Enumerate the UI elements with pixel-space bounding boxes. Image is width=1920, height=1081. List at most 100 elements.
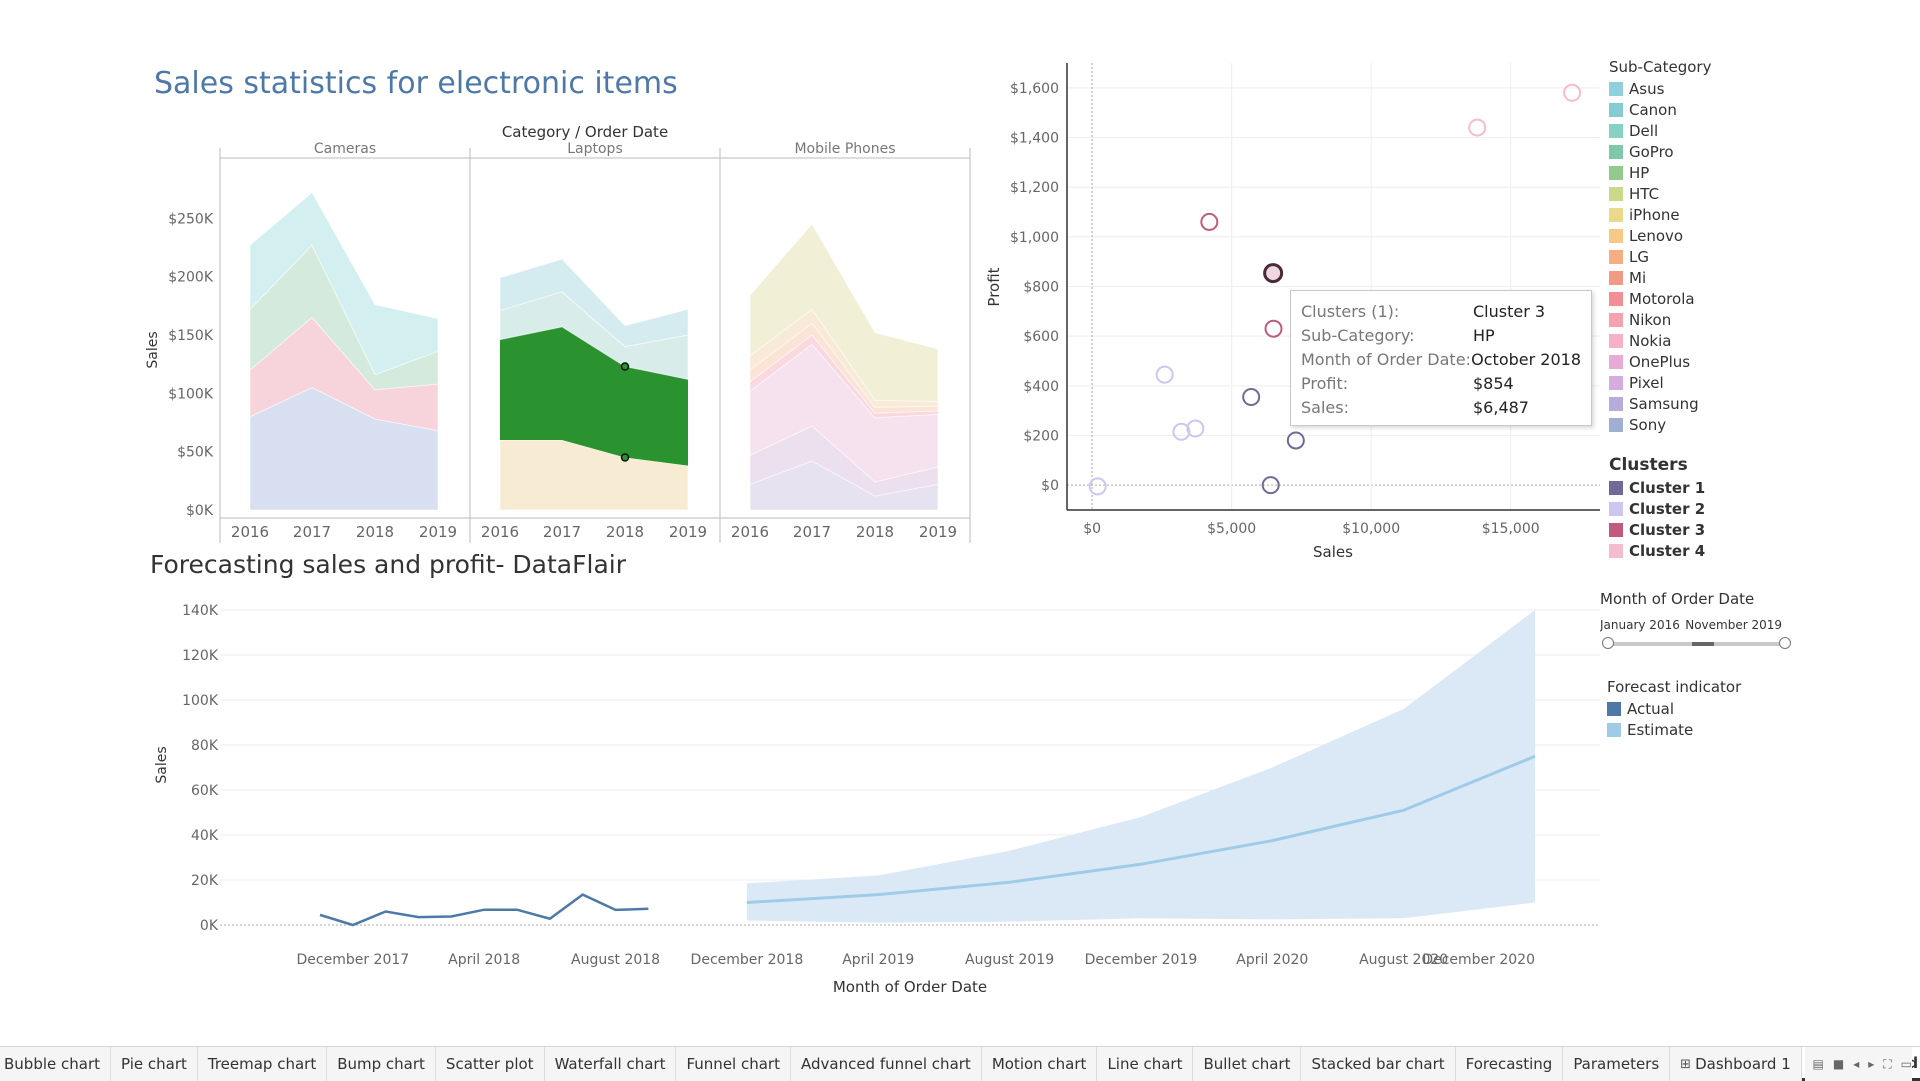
area-band-1-0 [499,439,689,511]
legend-item-cluster-2[interactable]: Cluster 2 [1609,498,1705,519]
tab-bullet-chart[interactable]: Bullet chart [1193,1047,1302,1081]
month-filter[interactable]: Month of Order Date January 2016 Novembe… [1600,590,1800,649]
legend-label: Estimate [1627,720,1694,739]
scatter-point[interactable] [1088,477,1107,496]
month-filter-title: Month of Order Date [1600,590,1755,608]
tab-funnel-chart[interactable]: Funnel chart [676,1047,791,1081]
scatter-point[interactable] [1286,431,1305,450]
scatter-x-tick-label: $15,000 [1482,521,1540,537]
legend-item-cluster-4[interactable]: Cluster 4 [1609,540,1705,561]
tab-bubble-chart[interactable]: Bubble chart [0,1047,111,1081]
scatter-point[interactable] [1186,419,1205,438]
scatter-point[interactable] [1263,263,1284,284]
scatter-point[interactable] [1261,476,1280,495]
legend-item-samsung[interactable]: Samsung [1609,393,1711,414]
legend-item-oneplus[interactable]: OnePlus [1609,351,1711,372]
area-y-tick-label: $200K [168,270,214,286]
panel-header-mobile-phones: Mobile Phones [794,141,895,157]
tab-line-chart[interactable]: Line chart [1097,1047,1194,1081]
selected-mark[interactable] [620,362,630,371]
scatter-y-tick-label: $400 [1023,379,1059,395]
legend-swatch [1609,333,1623,348]
scatter-point[interactable] [1155,365,1174,384]
scatter-tooltip: Clusters (1): Cluster 3 Sub-Category: HP Mon… [1290,290,1592,426]
forecast-y-tick-label: 80K [191,738,219,754]
forecast-y-tick-label: 100K [182,693,219,709]
legend-item-lenovo[interactable]: Lenovo [1609,225,1711,246]
tab-parameters[interactable]: Parameters [1563,1047,1671,1081]
tab-label: Bullet chart [1203,1055,1291,1073]
scroll-left-icon[interactable]: ◂ [1853,1057,1860,1071]
tooltip-key: Sub-Category: [1301,325,1415,345]
tab-advanced-funnel-chart[interactable]: Advanced funnel chart [791,1047,982,1081]
tab-treemap-chart[interactable]: Treemap chart [198,1047,328,1081]
tab-pie-chart[interactable]: Pie chart [111,1047,198,1081]
legend-item-htc[interactable]: HTC [1609,183,1711,204]
legend-item-cluster-3[interactable]: Cluster 3 [1609,519,1705,540]
legend-swatch [1609,396,1623,411]
filmstrip-icon[interactable]: ■ [1832,1057,1845,1071]
tooltip-row: Clusters (1): Cluster 3 [1301,299,1581,323]
legend-item-lg[interactable]: LG [1609,246,1711,267]
forecast-y-tick-label: 0K [200,918,219,934]
legend-label: Cluster 2 [1629,499,1706,518]
month-slider-end-handle[interactable] [1779,637,1791,649]
month-slider-start-handle[interactable] [1602,637,1614,649]
forecast-y-tick-label: 120K [182,648,219,664]
forecast-x-tick-label: April 2019 [842,952,914,968]
scatter-y-tick-label: $600 [1023,329,1059,345]
legend-item-estimate[interactable]: Estimate [1607,719,1741,740]
legend-item-motorola[interactable]: Motorola [1609,288,1711,309]
area-y-tick-label: $0K [186,503,214,519]
month-slider-track[interactable] [1602,637,1791,649]
tab-dashboard-1[interactable]: ⊞ Dashboard 1 [1670,1047,1802,1081]
tab-motion-chart[interactable]: Motion chart [982,1047,1098,1081]
tab-forecasting[interactable]: Forecasting [1456,1047,1564,1081]
legend-swatch [1609,249,1623,264]
area-chart: Category / Order Date $250K $200K $150K $100… [145,123,971,543]
legend-item-actual[interactable]: Actual [1607,698,1741,719]
tab-bump-chart[interactable]: Bump chart [327,1047,436,1081]
legend-item-nikon[interactable]: Nikon [1609,309,1711,330]
subcategory-legend-items: Asus Canon Dell GoPro HP HTC iPhone Lenovo LG Mi M… [1609,78,1711,435]
scroll-right-icon[interactable]: ▸ [1868,1057,1875,1071]
fullscreen-icon[interactable]: ⛶ [1883,1056,1892,1071]
legend-item-sony[interactable]: Sony [1609,414,1711,435]
area-x-tick-label: 2016 [481,523,519,541]
scatter-point[interactable] [1200,212,1219,231]
area-x-tick-label: 2017 [793,523,831,541]
legend-item-iphone[interactable]: iPhone [1609,204,1711,225]
area-chart-header: Category / Order Date [502,123,668,141]
tab-scatter-plot[interactable]: Scatter plot [436,1047,545,1081]
legend-label: Mi [1629,268,1647,287]
area-y-tick-label: $150K [168,328,214,344]
legend-item-asus[interactable]: Asus [1609,78,1711,99]
area-y-axis-label: Sales [145,331,161,368]
legend-item-dell[interactable]: Dell [1609,120,1711,141]
show-sheets-icon[interactable]: ▤ [1812,1057,1824,1071]
legend-label: Motorola [1629,289,1695,308]
selected-mark[interactable] [620,453,630,462]
scatter-point[interactable] [1563,83,1582,102]
legend-label: Actual [1627,699,1674,718]
legend-item-gopro[interactable]: GoPro [1609,141,1711,162]
presentation-icon[interactable]: ▭ [1900,1057,1912,1071]
legend-label: Sony [1629,415,1667,434]
tab-waterfall-chart[interactable]: Waterfall chart [545,1047,677,1081]
legend-item-mi[interactable]: Mi [1609,267,1711,288]
legend-item-hp[interactable]: HP [1609,162,1711,183]
scatter-point[interactable] [1172,422,1191,441]
tab-label: Line chart [1107,1055,1183,1073]
scatter-point[interactable] [1264,319,1283,338]
area-x-tick-label: 2017 [543,523,581,541]
legend-item-pixel[interactable]: Pixel [1609,372,1711,393]
forecast-y-tick-label: 20K [191,873,219,889]
legend-swatch [1609,375,1623,390]
forecast-x-axis-label: Month of Order Date [833,978,987,996]
scatter-point[interactable] [1468,118,1487,137]
scatter-point[interactable] [1242,388,1261,407]
legend-item-cluster-1[interactable]: Cluster 1 [1609,477,1705,498]
legend-item-canon[interactable]: Canon [1609,99,1711,120]
tab-stacked-bar-chart[interactable]: Stacked bar chart [1301,1047,1456,1081]
legend-item-nokia[interactable]: Nokia [1609,330,1711,351]
